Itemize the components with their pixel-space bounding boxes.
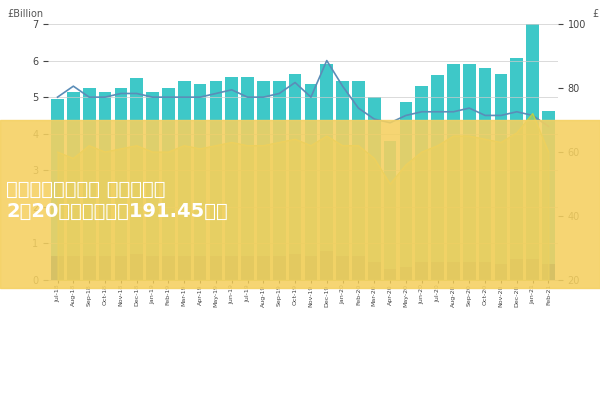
Bar [83, 88, 95, 256]
Bar [194, 256, 206, 280]
Bar [305, 256, 317, 280]
Bar [336, 81, 349, 256]
Bar [542, 264, 555, 280]
Bar [352, 256, 365, 280]
Bar [447, 64, 460, 262]
Bar [146, 256, 159, 280]
Text: £Billion: £Billion [7, 9, 43, 19]
Bar [289, 254, 301, 280]
Bar [226, 77, 238, 256]
Bar [320, 64, 333, 251]
Bar [98, 256, 112, 280]
Bar [494, 74, 508, 264]
Bar [415, 86, 428, 262]
Bar [194, 84, 206, 256]
Bar [526, 21, 539, 259]
Bar [384, 269, 397, 280]
Bar [83, 256, 95, 280]
Bar [178, 256, 191, 280]
Bar [130, 78, 143, 254]
Bar [257, 256, 270, 280]
Bar [162, 88, 175, 256]
Bar [431, 75, 444, 262]
Bar [368, 262, 380, 280]
Bar [273, 81, 286, 256]
Bar [479, 262, 491, 280]
Bar [305, 84, 317, 256]
Bar [115, 256, 127, 280]
Bar [146, 92, 159, 256]
Bar [352, 81, 365, 256]
Bar [67, 256, 80, 280]
Bar [241, 256, 254, 280]
Bar [273, 256, 286, 280]
Bar [98, 92, 112, 256]
Bar [162, 256, 175, 280]
Bar [511, 259, 523, 280]
Bar [226, 256, 238, 280]
Bar [384, 141, 397, 269]
Bar [257, 81, 270, 256]
Bar [241, 77, 254, 256]
Bar [336, 256, 349, 280]
Bar [178, 81, 191, 256]
Bar [479, 68, 491, 262]
Bar [51, 256, 64, 280]
Bar [115, 88, 127, 256]
Bar [494, 264, 508, 280]
Bar [51, 99, 64, 256]
Bar [526, 259, 539, 280]
Bar [415, 262, 428, 280]
Bar [289, 74, 301, 254]
Bar [447, 262, 460, 280]
Text: 福州股票配资开户 荣亿精密：
2月20日获融资买入191.45万元: 福州股票配资开户 荣亿精密： 2月20日获融资买入191.45万元 [6, 180, 228, 220]
Bar [400, 102, 412, 267]
Bar [511, 58, 523, 259]
Bar [542, 111, 555, 264]
Bar [463, 262, 476, 280]
Bar [400, 267, 412, 280]
Bar [67, 92, 80, 256]
Bar [320, 251, 333, 280]
Bar [463, 64, 476, 262]
Bar [130, 254, 143, 280]
Bar [431, 262, 444, 280]
Text: £: £ [593, 9, 599, 19]
Bar [209, 81, 222, 256]
Bar [368, 97, 380, 262]
Bar [209, 256, 222, 280]
